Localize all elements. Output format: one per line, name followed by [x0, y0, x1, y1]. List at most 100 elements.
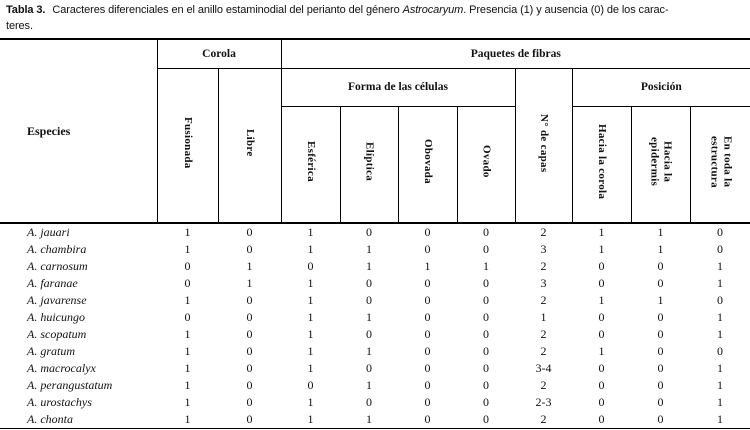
value-cell: 0	[657, 378, 664, 392]
table-caption: Tabla 3. Caracteres diferenciales en el a…	[6, 3, 746, 34]
value-cell: 0	[483, 310, 489, 324]
value-cell: 0	[246, 310, 253, 324]
value-cell: 1	[657, 242, 664, 256]
value-cell: 0	[184, 276, 191, 290]
value-cell: 0	[246, 242, 253, 256]
data-table: Especies Corola Paquetes de fibras Fusio…	[0, 38, 750, 430]
value-cell: 1	[717, 361, 724, 375]
table-row: A. gratum 1 0 1 1 0 0 2 1 0 0	[0, 343, 750, 360]
value-cell: 0	[598, 259, 605, 273]
species-cell: A. carnosum	[27, 259, 88, 273]
col-header-hacia-la-epidermis: Hacia la epidermis	[630, 106, 690, 224]
value-cell: 2	[540, 225, 547, 239]
value-cell: 0	[717, 293, 724, 307]
value-cell: 0	[246, 225, 253, 239]
value-cell: 0	[598, 412, 605, 426]
value-cell: 0	[424, 412, 431, 426]
value-cell: 0	[657, 361, 664, 375]
value-cell: 1	[184, 327, 191, 341]
value-cell: 0	[598, 276, 605, 290]
value-cell: 1	[307, 344, 314, 358]
value-cell: 0	[366, 395, 372, 409]
header-paquetes-de-fibras: Paquetes de fibras	[280, 39, 750, 69]
value-cell: 1	[184, 395, 191, 409]
col-header-obovada: Obovada	[397, 106, 457, 224]
species-cell: A. huicungo	[27, 310, 85, 324]
value-cell: 1	[307, 395, 314, 409]
species-cell: A. chambira	[27, 242, 87, 256]
value-cell: 0	[424, 293, 431, 307]
caption-line1: Tabla 3. Caracteres diferenciales en el a…	[6, 3, 746, 19]
species-cell: A. perangustatum	[27, 378, 113, 392]
value-cell: 1	[598, 225, 605, 239]
value-cell: 0	[246, 412, 253, 426]
value-cell: 0	[598, 395, 605, 409]
value-cell: 0	[717, 242, 724, 256]
value-cell: 1	[717, 276, 724, 290]
value-cell: 0	[184, 259, 191, 273]
value-cell: 2	[540, 259, 547, 273]
value-cell: 1	[598, 242, 605, 256]
value-cell: 0	[366, 361, 372, 375]
value-cell: 0	[717, 225, 724, 239]
col-header-fusionada: Fusionada	[156, 68, 218, 224]
caption-label: Tabla 3.	[6, 4, 46, 16]
value-cell: 0	[246, 378, 253, 392]
value-cell: 0	[424, 361, 431, 375]
value-cell: 1	[184, 412, 191, 426]
value-cell: 1	[657, 225, 664, 239]
col-header-num-capas: N° de capas	[514, 68, 572, 224]
value-cell: 1	[424, 259, 431, 273]
table-row: A. scopatum 1 0 1 0 0 0 2 0 0 1	[0, 326, 750, 343]
value-cell: 0	[424, 242, 431, 256]
caption-genus-name: Astrocaryum	[402, 4, 464, 16]
header-especies: Especies	[0, 39, 157, 224]
table-row: A. huicungo 0 0 1 1 0 0 1 0 0 1	[0, 309, 750, 326]
col-header-eliptica: Elíptica	[339, 106, 398, 224]
species-cell: A. jauari	[27, 225, 70, 239]
species-cell: A. urostachys	[27, 395, 92, 409]
col-header-en-toda-la-estructura: En toda la estructura	[689, 106, 750, 224]
value-cell: 1	[366, 242, 372, 256]
value-cell: 0	[483, 276, 489, 290]
value-cell: 1	[717, 310, 724, 324]
species-cell: A. macrocalyx	[27, 361, 96, 375]
value-cell: 3	[540, 276, 547, 290]
header-corola: Corola	[156, 39, 281, 69]
species-cell: A. chonta	[27, 412, 73, 426]
value-cell: 0	[483, 412, 489, 426]
value-cell: 0	[246, 344, 253, 358]
value-cell: 1	[366, 412, 372, 426]
species-cell: A. faranae	[27, 276, 78, 290]
header-forma-de-las-celulas: Forma de las células	[280, 68, 515, 107]
species-cell: A. javarense	[27, 293, 87, 307]
value-cell: 0	[307, 378, 314, 392]
value-cell: 0	[657, 259, 664, 273]
value-cell: 0	[483, 242, 489, 256]
value-cell: 0	[424, 344, 431, 358]
value-cell: 1	[307, 412, 314, 426]
value-cell: 1	[717, 259, 724, 273]
value-cell: 0	[424, 378, 431, 392]
value-cell: 0	[657, 412, 664, 426]
value-cell: 0	[657, 276, 664, 290]
table-body: A. jauari 1 0 1 0 0 0 2 1 1 0 A. chambir…	[0, 223, 750, 430]
value-cell: 0	[424, 395, 431, 409]
table-row: A. carnosum 0 1 0 1 1 1 2 0 0 1	[0, 258, 750, 275]
value-cell: 0	[483, 378, 489, 392]
value-cell: 0	[424, 327, 431, 341]
value-cell: 0	[483, 395, 489, 409]
table-row: A. faranae 0 1 1 0 0 0 3 0 0 1	[0, 275, 750, 292]
value-cell: 0	[598, 327, 605, 341]
value-cell: 1	[717, 327, 724, 341]
table-row: A. javarense 1 0 1 0 0 0 2 1 1 0	[0, 292, 750, 309]
value-cell: 1	[366, 344, 372, 358]
value-cell: 1	[307, 242, 314, 256]
value-cell: 2	[540, 327, 547, 341]
value-cell: 0	[598, 310, 605, 324]
caption-text-after: . Presencia (1) y ausencia (0) de los ca…	[463, 4, 669, 16]
value-cell: 1	[184, 293, 191, 307]
value-cell: 1	[540, 310, 547, 324]
value-cell: 0	[366, 276, 372, 290]
header-posicion: Posición	[571, 68, 750, 107]
